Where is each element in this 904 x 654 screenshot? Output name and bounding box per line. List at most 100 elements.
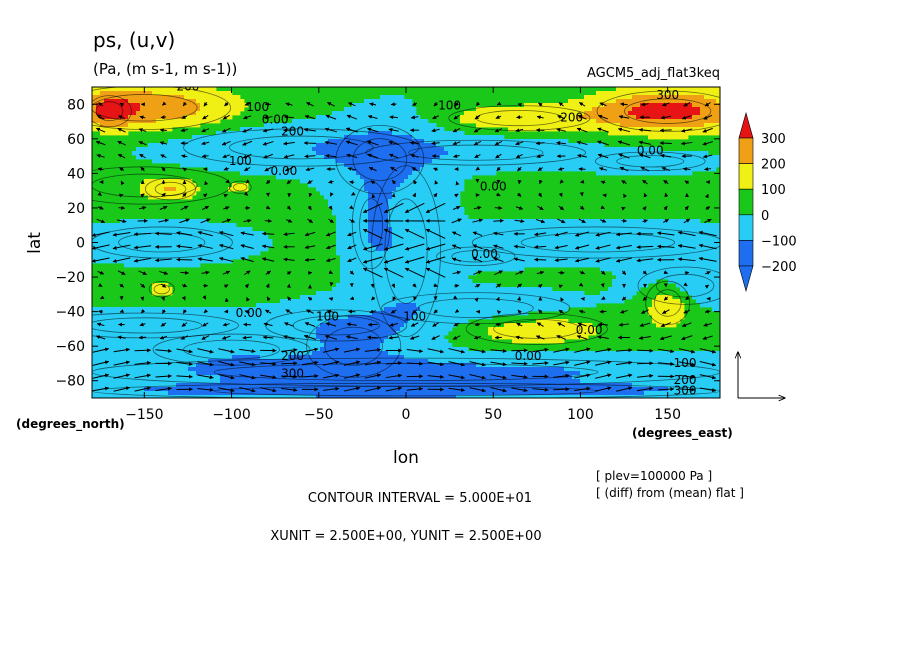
field-cell <box>280 135 285 140</box>
field-cell <box>172 115 177 120</box>
field-cell <box>172 259 177 264</box>
field-cell <box>108 223 113 228</box>
field-cell <box>372 99 377 104</box>
field-cell <box>340 287 345 292</box>
field-cell <box>272 147 277 152</box>
field-cell <box>612 163 617 168</box>
field-cell <box>588 155 593 160</box>
field-cell <box>648 223 653 228</box>
field-cell <box>620 87 625 92</box>
field-cell <box>176 183 181 188</box>
field-cell <box>500 235 505 240</box>
field-cell <box>312 147 317 152</box>
field-cell <box>664 163 669 168</box>
field-cell <box>672 135 677 140</box>
field-cell <box>516 247 521 252</box>
field-cell <box>212 159 217 164</box>
field-cell <box>396 195 401 200</box>
field-cell <box>396 111 401 116</box>
field-cell <box>544 223 549 228</box>
field-cell <box>616 107 621 112</box>
field-cell <box>156 179 161 184</box>
field-cell <box>228 255 233 260</box>
field-cell <box>196 103 201 108</box>
field-cell <box>412 143 417 148</box>
field-cell <box>648 275 653 280</box>
field-cell <box>576 251 581 256</box>
field-cell <box>316 131 321 136</box>
field-cell <box>384 203 389 208</box>
field-cell <box>616 251 621 256</box>
field-cell <box>156 99 161 104</box>
field-cell <box>108 107 113 112</box>
field-cell <box>452 199 457 204</box>
field-cell <box>152 87 157 92</box>
field-cell <box>444 235 449 240</box>
field-cell <box>412 127 417 132</box>
field-cell <box>716 127 720 132</box>
field-cell <box>660 107 665 112</box>
field-cell <box>244 255 249 260</box>
field-cell <box>396 247 401 252</box>
field-cell <box>420 127 425 132</box>
field-cell <box>644 259 649 264</box>
field-cell <box>584 127 589 132</box>
field-cell <box>212 111 217 116</box>
field-cell <box>668 95 673 100</box>
field-cell <box>388 211 393 216</box>
field-cell <box>248 231 253 236</box>
field-cell <box>476 159 481 164</box>
field-cell <box>168 223 173 228</box>
field-cell <box>676 259 681 264</box>
field-cell <box>156 195 161 200</box>
field-cell <box>604 243 609 248</box>
field-cell <box>568 259 573 264</box>
field-cell <box>644 107 649 112</box>
field-cell <box>476 259 481 264</box>
field-cell <box>368 159 373 164</box>
field-cell <box>360 147 365 152</box>
field-cell <box>504 263 509 268</box>
field-cell <box>584 115 589 120</box>
field-cell <box>168 219 173 224</box>
field-cell <box>552 227 557 232</box>
field-cell <box>168 239 173 244</box>
field-cell <box>168 179 173 184</box>
field-cell <box>416 199 421 204</box>
field-cell <box>216 243 221 248</box>
field-cell <box>520 243 525 248</box>
field-cell <box>572 219 577 224</box>
field-cell <box>692 239 697 244</box>
field-cell <box>204 111 209 116</box>
field-cell <box>600 255 605 260</box>
field-cell <box>364 155 369 160</box>
field-cell <box>320 167 325 172</box>
field-cell <box>404 135 409 140</box>
field-cell <box>580 239 585 244</box>
field-cell <box>212 119 217 124</box>
field-cell <box>224 255 229 260</box>
field-cell <box>112 227 117 232</box>
field-cell <box>484 291 489 296</box>
field-cell <box>124 251 129 256</box>
field-cell <box>636 279 641 284</box>
field-cell <box>468 151 473 156</box>
field-cell <box>336 123 341 128</box>
field-cell <box>688 103 693 108</box>
field-cell <box>412 175 417 180</box>
field-cell <box>568 155 573 160</box>
field-cell <box>256 247 261 252</box>
field-cell <box>592 167 597 172</box>
field-cell <box>152 255 157 260</box>
field-cell <box>588 95 593 100</box>
field-cell <box>128 99 133 104</box>
field-cell <box>348 195 353 200</box>
field-cell <box>640 219 645 224</box>
field-cell <box>272 143 277 148</box>
field-cell <box>524 231 529 236</box>
field-cell <box>96 259 101 264</box>
field-cell <box>92 235 97 240</box>
field-cell <box>464 239 469 244</box>
field-cell <box>436 211 441 216</box>
field-cell <box>492 147 497 152</box>
